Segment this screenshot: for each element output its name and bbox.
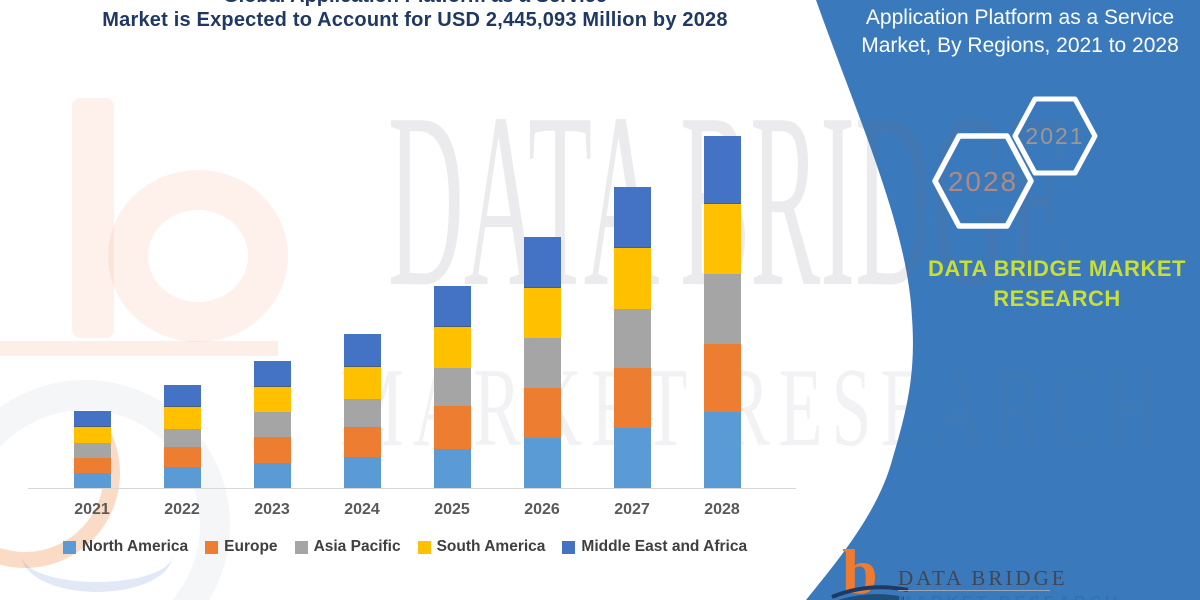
legend-label: North America <box>81 538 189 555</box>
logo-swoosh <box>831 585 909 600</box>
bar-segment-north-america <box>523 438 561 488</box>
bar-segment-north-america <box>163 467 201 488</box>
x-axis-label-2025: 2025 <box>434 501 470 518</box>
bar-2027 <box>613 186 651 488</box>
bar-segment-middle-east-and-africa <box>523 236 561 288</box>
chart-title-line1-clipped: Global Application Platform as a Service <box>0 0 830 8</box>
legend-color-chip <box>294 540 308 554</box>
x-axis-label-2026: 2026 <box>524 501 560 518</box>
plot-area <box>0 98 830 488</box>
bar-segment-asia-pacific <box>253 412 291 437</box>
bar-segment-south-america <box>343 366 381 399</box>
bar-segment-south-america <box>703 204 741 274</box>
bar-segment-middle-east-and-africa <box>703 136 741 204</box>
x-axis-label-2024: 2024 <box>344 501 380 518</box>
legend-color-chip <box>62 540 76 554</box>
bar-segment-asia-pacific <box>73 442 111 458</box>
legend-item-europe: Europe <box>205 538 278 556</box>
legend-color-chip <box>417 540 431 554</box>
bar-segment-south-america <box>73 426 111 443</box>
bar-segment-europe <box>523 387 561 438</box>
bar-segment-europe <box>703 344 741 412</box>
bar-segment-south-america <box>433 326 471 368</box>
bar-2024 <box>343 334 381 488</box>
bar-segment-south-america <box>523 288 561 338</box>
chart-title-line2: Market is Expected to Account for USD 2,… <box>102 9 728 31</box>
x-axis-label-2023: 2023 <box>254 501 290 518</box>
logo-underline <box>898 590 1050 591</box>
bar-segment-middle-east-and-africa <box>613 186 651 248</box>
bar-segment-north-america <box>343 456 381 488</box>
bar-2025 <box>433 286 471 488</box>
bar-2028 <box>703 136 741 488</box>
bar-segment-middle-east-and-africa <box>433 286 471 327</box>
bar-segment-europe <box>613 368 651 428</box>
bar-segment-asia-pacific <box>433 367 471 406</box>
stacked-bar-chart: 2021 2022 2023 2024 2025 2026 2027 2028 North A… <box>0 98 830 556</box>
bar-segment-europe <box>73 457 111 473</box>
legend-label: Middle East and Africa <box>581 538 748 555</box>
bar-2023 <box>253 360 291 488</box>
footer-logo: b DATA BRIDGE MARKET RESEARCH <box>830 540 1200 600</box>
bar-segment-middle-east-and-africa <box>163 385 201 407</box>
bar-segment-middle-east-and-africa <box>343 334 381 367</box>
logo-title: DATA BRIDGE <box>898 566 1068 590</box>
legend-label: South America <box>436 538 546 555</box>
bar-segment-europe <box>433 405 471 449</box>
chart-legend: North America Europe Asia Pacific South Ame… <box>0 538 810 556</box>
bar-segment-asia-pacific <box>703 274 741 344</box>
bar-segment-middle-east-and-africa <box>73 410 111 427</box>
bar-segment-north-america <box>613 428 651 488</box>
legend-color-chip <box>562 540 576 554</box>
bar-2021 <box>73 410 111 488</box>
x-axis-label-2022: 2022 <box>164 501 200 518</box>
bar-2022 <box>163 385 201 488</box>
x-axis-label-2027: 2027 <box>614 501 650 518</box>
bar-segment-north-america <box>433 448 471 488</box>
bar-segment-asia-pacific <box>523 337 561 388</box>
bar-segment-north-america <box>253 462 291 488</box>
bar-segment-asia-pacific <box>613 309 651 368</box>
bar-2026 <box>523 236 561 488</box>
logo-subtitle-clipped: MARKET RESEARCH <box>898 594 1121 600</box>
legend-label: Europe <box>224 538 278 555</box>
legend-label: Asia Pacific <box>313 538 401 555</box>
bar-segment-north-america <box>703 412 741 488</box>
bar-segment-north-america <box>73 472 111 488</box>
legend-color-chip <box>205 540 219 554</box>
x-axis-labels: 2021 2022 2023 2024 2025 2026 2027 2028 <box>0 501 830 523</box>
legend-item-middle-east-and-africa: Middle East and Africa <box>562 538 747 556</box>
bar-segment-europe <box>253 437 291 463</box>
x-axis-line <box>28 488 796 489</box>
legend-item-asia-pacific: Asia Pacific <box>294 538 401 556</box>
x-axis-label-2028: 2028 <box>704 501 740 518</box>
x-axis-label-2021: 2021 <box>74 501 110 518</box>
header: Global Application Platform as a Service… <box>0 0 830 60</box>
bar-segment-south-america <box>163 407 201 429</box>
bar-segment-south-america <box>613 247 651 309</box>
legend-item-south-america: South America <box>417 538 546 556</box>
bar-segment-europe <box>163 447 201 467</box>
bar-segment-middle-east-and-africa <box>253 360 291 387</box>
bar-segment-europe <box>343 426 381 457</box>
bar-segment-south-america <box>253 387 291 412</box>
bar-segment-asia-pacific <box>343 398 381 427</box>
bar-segment-asia-pacific <box>163 428 201 447</box>
legend-item-north-america: North America <box>62 538 189 556</box>
